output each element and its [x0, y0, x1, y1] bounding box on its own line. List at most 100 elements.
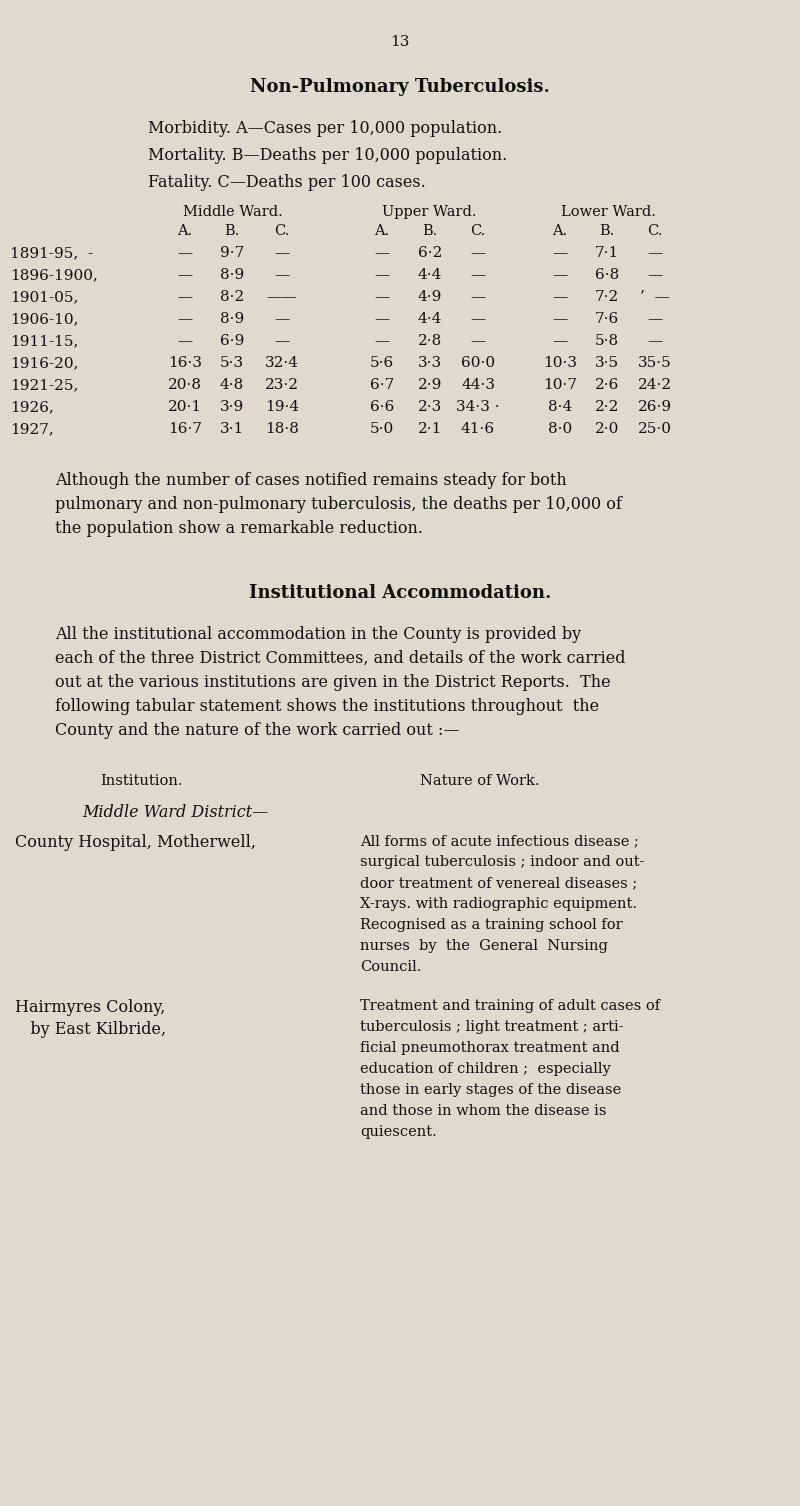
Text: —: — [470, 291, 486, 304]
Text: —: — [178, 268, 193, 282]
Text: 23·2: 23·2 [265, 378, 299, 392]
Text: 16·3: 16·3 [168, 355, 202, 370]
Text: 35·5: 35·5 [638, 355, 672, 370]
Text: —: — [552, 268, 568, 282]
Text: 3·9: 3·9 [220, 401, 244, 414]
Text: —: — [274, 245, 290, 261]
Text: —: — [647, 334, 662, 348]
Text: 60·0: 60·0 [461, 355, 495, 370]
Text: those in early stages of the disease: those in early stages of the disease [360, 1083, 622, 1096]
Text: 6·7: 6·7 [370, 378, 394, 392]
Text: 1901-05,: 1901-05, [10, 291, 78, 304]
Text: County Hospital, Motherwell,: County Hospital, Motherwell, [15, 834, 256, 851]
Text: —: — [274, 312, 290, 325]
Text: 6·2: 6·2 [418, 245, 442, 261]
Text: 6·6: 6·6 [370, 401, 394, 414]
Text: 32·4: 32·4 [265, 355, 299, 370]
Text: 4·4: 4·4 [418, 268, 442, 282]
Text: nurses  by  the  General  Nursing: nurses by the General Nursing [360, 940, 608, 953]
Text: 3·5: 3·5 [595, 355, 619, 370]
Text: Treatment and training of adult cases of: Treatment and training of adult cases of [360, 998, 660, 1014]
Text: 6·8: 6·8 [595, 268, 619, 282]
Text: 34·3 ·: 34·3 · [456, 401, 500, 414]
Text: 16·7: 16·7 [168, 422, 202, 437]
Text: X-rays. with radiographic equipment.: X-rays. with radiographic equipment. [360, 898, 637, 911]
Text: 1911-15,: 1911-15, [10, 334, 78, 348]
Text: 1921-25,: 1921-25, [10, 378, 78, 392]
Text: County and the nature of the work carried out :—: County and the nature of the work carrie… [55, 721, 459, 739]
Text: 8·0: 8·0 [548, 422, 572, 437]
Text: 4·9: 4·9 [418, 291, 442, 304]
Text: —: — [470, 312, 486, 325]
Text: —: — [374, 268, 390, 282]
Text: ’  —: ’ — [640, 291, 670, 304]
Text: 3·1: 3·1 [220, 422, 244, 437]
Text: by East Kilbride,: by East Kilbride, [15, 1021, 166, 1038]
Text: and those in whom the disease is: and those in whom the disease is [360, 1104, 606, 1117]
Text: 20·8: 20·8 [168, 378, 202, 392]
Text: 5·8: 5·8 [595, 334, 619, 348]
Text: 44·3: 44·3 [461, 378, 495, 392]
Text: —: — [178, 291, 193, 304]
Text: Middle Ward.: Middle Ward. [183, 205, 283, 218]
Text: —: — [274, 268, 290, 282]
Text: 7·2: 7·2 [595, 291, 619, 304]
Text: 3·3: 3·3 [418, 355, 442, 370]
Text: 6·9: 6·9 [220, 334, 244, 348]
Text: Hairmyres Colony,: Hairmyres Colony, [15, 998, 166, 1017]
Text: —: — [470, 334, 486, 348]
Text: the population show a remarkable reduction.: the population show a remarkable reducti… [55, 520, 423, 538]
Text: All forms of acute infectious disease ;: All forms of acute infectious disease ; [360, 834, 639, 848]
Text: each of the three District Committees, and details of the work carried: each of the three District Committees, a… [55, 651, 626, 667]
Text: surgical tuberculosis ; indoor and out-: surgical tuberculosis ; indoor and out- [360, 855, 645, 869]
Text: 2·2: 2·2 [595, 401, 619, 414]
Text: —: — [552, 334, 568, 348]
Text: 2·9: 2·9 [418, 378, 442, 392]
Text: —: — [470, 245, 486, 261]
Text: C.: C. [647, 224, 662, 238]
Text: All the institutional accommodation in the County is provided by: All the institutional accommodation in t… [55, 626, 581, 643]
Text: B.: B. [224, 224, 240, 238]
Text: tuberculosis ; light treatment ; arti-: tuberculosis ; light treatment ; arti- [360, 1020, 624, 1035]
Text: Morbidity. A—Cases per 10,000 population.: Morbidity. A—Cases per 10,000 population… [148, 120, 502, 137]
Text: 1927,: 1927, [10, 422, 54, 437]
Text: —: — [552, 291, 568, 304]
Text: 7·1: 7·1 [595, 245, 619, 261]
Text: 8·9: 8·9 [220, 312, 244, 325]
Text: Upper Ward.: Upper Ward. [382, 205, 476, 218]
Text: 5·0: 5·0 [370, 422, 394, 437]
Text: 24·2: 24·2 [638, 378, 672, 392]
Text: door treatment of venereal diseases ;: door treatment of venereal diseases ; [360, 876, 638, 890]
Text: 9·7: 9·7 [220, 245, 244, 261]
Text: Recognised as a training school for: Recognised as a training school for [360, 919, 622, 932]
Text: Mortality. B—Deaths per 10,000 population.: Mortality. B—Deaths per 10,000 populatio… [148, 148, 507, 164]
Text: Although the number of cases notified remains steady for both: Although the number of cases notified re… [55, 471, 566, 489]
Text: 25·0: 25·0 [638, 422, 672, 437]
Text: 8·9: 8·9 [220, 268, 244, 282]
Text: Middle Ward District—: Middle Ward District— [82, 804, 268, 821]
Text: —: — [374, 291, 390, 304]
Text: —: — [470, 268, 486, 282]
Text: Institution.: Institution. [100, 774, 182, 788]
Text: Council.: Council. [360, 959, 422, 974]
Text: 1891-95,  -: 1891-95, - [10, 245, 93, 261]
Text: ——: —— [266, 291, 298, 304]
Text: Lower Ward.: Lower Ward. [561, 205, 655, 218]
Text: A.: A. [374, 224, 390, 238]
Text: 19·4: 19·4 [265, 401, 299, 414]
Text: 13: 13 [390, 35, 410, 50]
Text: 10·7: 10·7 [543, 378, 577, 392]
Text: —: — [374, 334, 390, 348]
Text: —: — [374, 245, 390, 261]
Text: pulmonary and non-pulmonary tuberculosis, the deaths per 10,000 of: pulmonary and non-pulmonary tuberculosis… [55, 495, 622, 514]
Text: 1896-1900,: 1896-1900, [10, 268, 98, 282]
Text: 18·8: 18·8 [265, 422, 299, 437]
Text: 20·1: 20·1 [168, 401, 202, 414]
Text: —: — [178, 245, 193, 261]
Text: 26·9: 26·9 [638, 401, 672, 414]
Text: 5·3: 5·3 [220, 355, 244, 370]
Text: 41·6: 41·6 [461, 422, 495, 437]
Text: 2·0: 2·0 [595, 422, 619, 437]
Text: 7·6: 7·6 [595, 312, 619, 325]
Text: education of children ;  especially: education of children ; especially [360, 1062, 610, 1075]
